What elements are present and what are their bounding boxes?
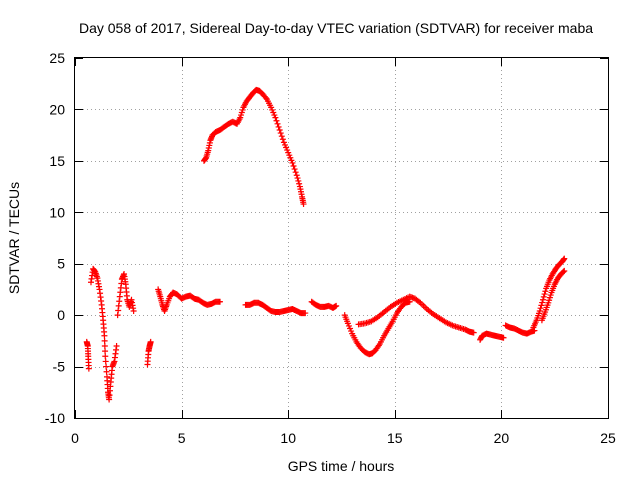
data-point <box>536 308 543 315</box>
x-tick-label: 5 <box>178 430 186 446</box>
data-point <box>103 368 110 375</box>
data-point <box>541 291 548 298</box>
data-point <box>275 123 282 130</box>
y-tick-label: 25 <box>49 50 65 66</box>
data-segment <box>530 255 568 331</box>
data-point <box>290 163 297 169</box>
x-tick-label: 15 <box>387 430 403 446</box>
data-point <box>561 267 568 274</box>
axis-ticks <box>75 58 609 419</box>
axis-tick-labels: 0 5 10 15 20 25 -10 -5 0 5 10 15 20 25 <box>45 50 616 446</box>
data-point <box>500 334 507 341</box>
y-tick-label: 0 <box>57 307 65 323</box>
data-point <box>470 329 477 336</box>
data-segment <box>155 286 223 315</box>
data-point <box>85 365 92 372</box>
data-segment <box>200 86 307 208</box>
data-segment <box>355 293 477 336</box>
x-tick-label: 25 <box>600 430 616 446</box>
data-point <box>130 308 137 315</box>
data-segment <box>477 330 507 343</box>
data-marks <box>83 86 568 403</box>
data-segment <box>538 267 568 324</box>
data-segment <box>242 299 309 317</box>
data-point <box>292 169 299 176</box>
data-point <box>561 255 568 262</box>
data-segment <box>341 298 413 358</box>
data-point <box>113 343 120 349</box>
data-point <box>102 353 109 360</box>
x-axis-label: GPS time / hours <box>288 458 395 474</box>
y-tick-label: -5 <box>53 359 66 375</box>
data-point <box>540 293 547 300</box>
y-tick-label: 5 <box>57 256 65 272</box>
x-tick-label: 20 <box>494 430 510 446</box>
data-point <box>333 302 340 309</box>
data-point <box>262 94 269 101</box>
data-point <box>278 133 285 140</box>
data-point <box>273 117 280 124</box>
data-segment <box>308 298 340 311</box>
data-point <box>291 166 298 173</box>
data-point <box>293 172 300 179</box>
chart-title: Day 058 of 2017, Sidereal Day-to-day VTE… <box>79 20 593 36</box>
data-point <box>302 310 309 317</box>
data-point <box>295 177 302 184</box>
data-point <box>276 127 283 133</box>
x-tick-label: 10 <box>280 430 296 446</box>
data-point <box>537 305 544 312</box>
data-point <box>542 288 549 295</box>
data-segment <box>144 338 154 368</box>
data-segment <box>83 338 92 372</box>
data-point <box>101 343 108 349</box>
y-tick-label: 20 <box>49 101 65 117</box>
data-point <box>539 299 546 306</box>
data-point <box>103 363 110 370</box>
data-segment <box>87 265 120 403</box>
data-point <box>101 332 108 339</box>
data-segment <box>114 271 137 319</box>
data-point <box>289 159 296 166</box>
data-point <box>406 298 413 305</box>
data-point <box>274 120 281 127</box>
data-point <box>296 180 303 187</box>
data-point <box>294 175 301 182</box>
data-point <box>279 136 286 143</box>
y-tick-label: 15 <box>49 153 65 169</box>
y-axis-label: SDTVAR / TECUs <box>6 182 22 294</box>
data-point <box>538 302 545 309</box>
data-point <box>560 268 567 275</box>
plot-frame <box>74 57 609 419</box>
y-tick-label: 10 <box>49 204 65 220</box>
data-point <box>277 130 284 137</box>
grid-lines <box>75 58 608 418</box>
data-point <box>102 348 109 355</box>
data-point <box>147 338 154 345</box>
data-point <box>216 298 223 305</box>
x-tick-label: 0 <box>71 430 79 446</box>
data-point <box>272 114 279 121</box>
data-point <box>539 296 546 303</box>
data-point <box>300 201 307 208</box>
y-tick-label: -10 <box>45 410 65 426</box>
data-point <box>102 358 109 365</box>
data-point <box>101 337 108 344</box>
